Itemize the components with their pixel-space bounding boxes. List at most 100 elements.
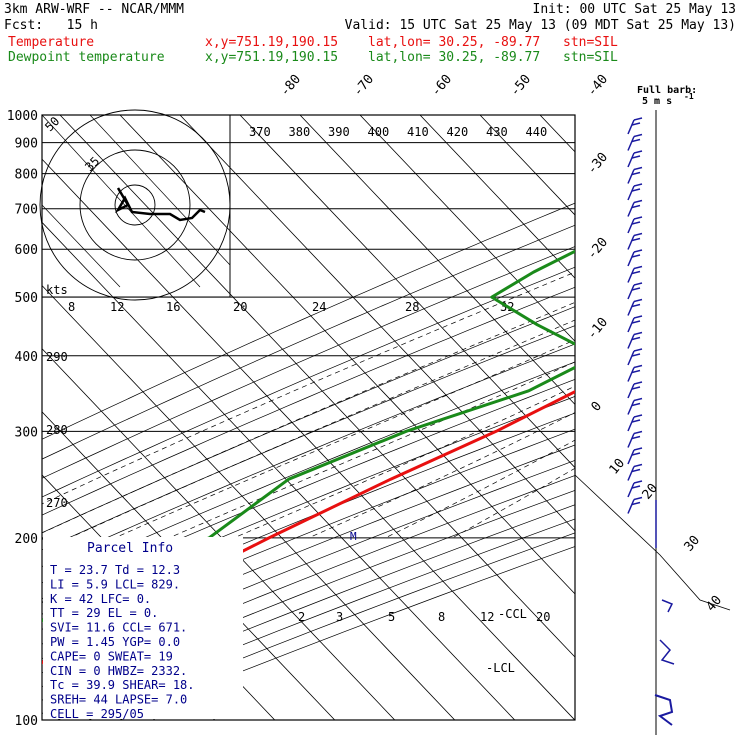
hodograph-ring <box>79 149 191 261</box>
pressure-label: 1000 <box>7 109 38 124</box>
dry-adiabat-line <box>42 202 575 440</box>
wind-barb-flag <box>631 336 641 341</box>
hodograph-speed-label: kts <box>46 283 68 297</box>
wind-barb <box>627 218 635 234</box>
dewpoint-station: stn=SIL <box>563 50 618 65</box>
wind-barb-flag <box>631 320 641 324</box>
isotherm-label: 20 <box>640 481 662 503</box>
wind-barb <box>627 185 635 201</box>
wind-barb <box>627 317 635 333</box>
isotherm-label: -10 <box>585 315 612 343</box>
isotherm-label: 30 <box>682 533 704 555</box>
wind-barb-low <box>659 639 675 665</box>
wind-barb <box>627 433 635 448</box>
hodograph-diagonal <box>41 204 121 288</box>
wind-barb-low <box>654 694 674 726</box>
parcel-info-row: T = 23.7 Td = 12.3 <box>50 563 180 577</box>
hodograph-speed-label: 8 <box>68 300 75 314</box>
isotherm-extension <box>574 474 731 611</box>
temperature-station: stn=SIL <box>563 35 618 50</box>
parcel-info-row: PW = 1.45 YGP= 0.0 <box>50 635 180 649</box>
moist-adiabat-line <box>168 361 575 539</box>
wind-barb-flag <box>631 353 641 357</box>
barb-legend-exponent: -1 <box>684 92 694 101</box>
moist-adiabat-line <box>42 271 575 505</box>
isotherm-line <box>419 115 575 279</box>
mark-label: M <box>350 530 357 543</box>
wind-barb-flag <box>631 122 641 126</box>
isotherm-label: -60 <box>429 72 456 100</box>
isotherm-label: -80 <box>278 72 305 100</box>
isotherm-line <box>42 158 575 720</box>
wind-barb-flag <box>633 430 643 435</box>
plot-frame <box>41 114 576 721</box>
wind-barb <box>627 367 635 382</box>
parcel-info-row: SREH= 44 LAPSE= 7.0 <box>50 693 187 707</box>
wind-barb-flag <box>633 331 643 336</box>
theta-label: 410 <box>407 125 429 139</box>
isotherm-line <box>42 221 516 720</box>
parcel-info-box <box>43 537 243 719</box>
wind-barb-flag <box>633 414 643 418</box>
parcel-info-row: CAPE= 0 SWEAT= 19 <box>50 649 173 663</box>
wind-barb <box>627 301 635 316</box>
wind-barb-flag <box>633 315 643 319</box>
wind-barb-flag <box>633 265 643 270</box>
ccl-label: -CCL <box>498 607 527 621</box>
wind-barb <box>627 119 635 135</box>
temperature-trace <box>42 389 575 665</box>
mixing-ratio-label: 12 <box>480 610 494 624</box>
hodograph-ring-label: 50 <box>42 114 62 134</box>
dry-adiabat-line <box>42 325 575 551</box>
parcel-info-row: TT = 29 EL = 0. <box>50 606 158 620</box>
dewpoint-xy: x,y=751.19,190.15 <box>205 50 339 65</box>
moist-adiabat-line <box>233 385 575 539</box>
wind-barb-flag <box>631 171 641 176</box>
dry-adiabat-line <box>42 460 575 674</box>
wind-barb-flag <box>631 287 641 291</box>
wind-barb <box>627 482 635 498</box>
wind-barb <box>627 466 635 481</box>
hodograph-speed-label: 20 <box>233 300 247 314</box>
dry-adiabat-line <box>42 428 575 645</box>
temperature-legend: Temperature <box>8 35 95 50</box>
isotherm-line <box>299 115 575 406</box>
hodograph-diagonal <box>41 114 201 288</box>
dry-adiabat-line <box>42 266 575 498</box>
wind-barb-flag <box>631 435 641 440</box>
wind-barb-flag <box>633 183 643 187</box>
wind-barb <box>627 284 635 300</box>
wind-barb-flag <box>631 237 641 242</box>
pressure-label: 200 <box>15 532 38 547</box>
wind-barb <box>627 416 635 432</box>
wind-barb-flag <box>633 381 643 385</box>
hodograph-diagonal <box>89 114 231 266</box>
wind-barb-flag <box>633 298 643 303</box>
theta-label: 370 <box>249 125 271 139</box>
hodograph-speed-label: 16 <box>166 300 180 314</box>
wind-barb-flag <box>633 447 643 451</box>
parcel-info-row: SVI= 11.6 CCL= 671. <box>50 621 187 635</box>
moist-adiabat-line <box>42 301 575 534</box>
parcel-info-row: LI = 5.9 LCL= 829. <box>50 577 180 591</box>
pressure-label: 100 <box>15 714 38 729</box>
isotherm-label: 0 <box>589 399 606 415</box>
theta-label: 380 <box>289 125 311 139</box>
dry-adiabat-line <box>42 343 575 567</box>
wind-barb-flag <box>631 369 641 374</box>
hodograph-ring <box>39 109 231 301</box>
model-title: 3km ARW-WRF -- NCAR/MMM <box>4 2 185 17</box>
wind-barb <box>627 251 635 267</box>
wind-barb-flag <box>633 216 643 220</box>
dry-adiabat-line <box>42 361 575 584</box>
wind-barb-flag <box>631 188 641 192</box>
wind-barb-flag <box>631 386 641 390</box>
barb-legend-unit: 5 m s <box>642 96 672 107</box>
mixing-ratio-label: 8 <box>438 610 445 624</box>
moist-adiabat-line <box>114 339 575 539</box>
temperature-latlon: lat,lon= 30.25, -89.77 <box>368 35 541 50</box>
isotherm-line <box>359 115 575 342</box>
theta-label: 440 <box>526 125 548 139</box>
wind-barb-flag <box>631 402 641 407</box>
